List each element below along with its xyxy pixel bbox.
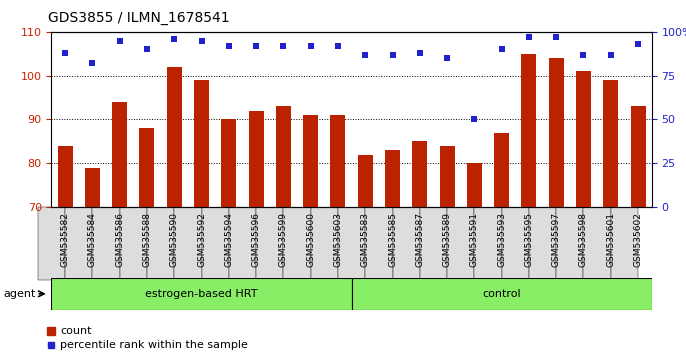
Bar (467, 163, 482, 207)
Bar (630, 106, 646, 207)
Bar (194, 80, 209, 207)
Bar (276, 106, 291, 207)
Text: control: control (482, 289, 521, 299)
Bar (440, 146, 455, 207)
Bar (494, 133, 509, 207)
Text: percentile rank within the sample: percentile rank within the sample (60, 340, 248, 350)
Bar (603, 80, 618, 207)
Bar (351, 278, 652, 310)
Text: estrogen-based HRT: estrogen-based HRT (145, 289, 258, 299)
Bar (385, 150, 400, 207)
Bar (58, 146, 73, 207)
Bar (357, 154, 372, 207)
Text: count: count (60, 326, 91, 336)
Bar (576, 71, 591, 207)
Bar (248, 111, 263, 207)
Text: GDS3855 / ILMN_1678541: GDS3855 / ILMN_1678541 (48, 11, 230, 25)
Bar (331, 115, 346, 207)
Bar (85, 168, 100, 207)
Bar (139, 128, 154, 207)
Bar (222, 120, 236, 207)
Text: agent: agent (3, 289, 36, 299)
Bar (167, 67, 182, 207)
Bar (412, 141, 427, 207)
Bar (303, 115, 318, 207)
Bar (112, 102, 127, 207)
Bar (521, 54, 536, 207)
Bar (51, 278, 351, 310)
Bar (549, 58, 564, 207)
